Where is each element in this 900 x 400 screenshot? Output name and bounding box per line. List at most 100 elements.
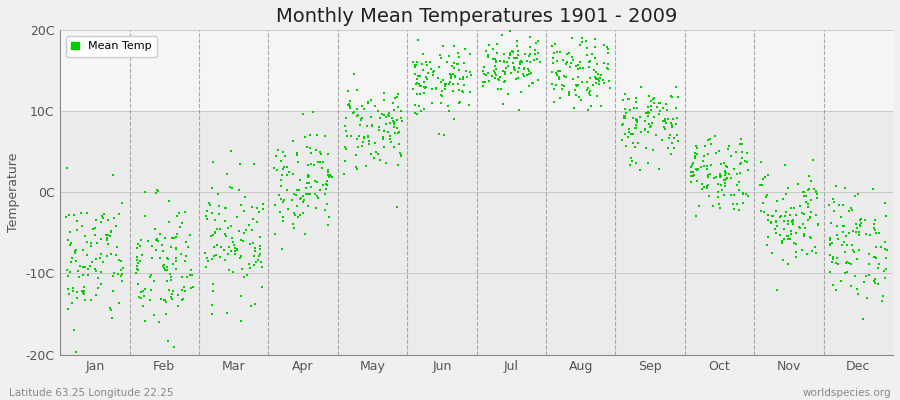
- Point: [766, 213, 780, 220]
- Point: [303, 184, 318, 190]
- Point: [464, 72, 478, 79]
- Point: [426, 69, 440, 75]
- Point: [576, 25, 590, 32]
- Point: [298, 134, 312, 140]
- Point: [356, 139, 371, 146]
- Point: [849, 228, 863, 235]
- Point: [600, 65, 615, 71]
- Point: [617, 113, 632, 119]
- Point: [313, 158, 328, 165]
- Point: [656, 124, 670, 130]
- Point: [447, 60, 462, 66]
- Point: [376, 134, 391, 140]
- Point: [669, 104, 683, 111]
- Title: Monthly Mean Temperatures 1901 - 2009: Monthly Mean Temperatures 1901 - 2009: [276, 7, 678, 26]
- Point: [551, 67, 565, 74]
- Point: [625, 157, 639, 164]
- Point: [415, 61, 429, 68]
- Point: [393, 115, 408, 122]
- Point: [148, 247, 163, 254]
- Point: [387, 95, 401, 101]
- Point: [562, 89, 576, 95]
- Point: [776, 195, 790, 202]
- Point: [823, 236, 837, 243]
- Point: [696, 158, 710, 164]
- Point: [835, 242, 850, 249]
- Point: [511, 106, 526, 113]
- Point: [464, 88, 478, 95]
- Point: [516, 71, 530, 78]
- Point: [350, 166, 365, 172]
- Point: [796, 220, 810, 227]
- Point: [494, 86, 508, 92]
- Point: [566, 56, 580, 63]
- Point: [518, 51, 532, 57]
- Point: [684, 173, 698, 180]
- Point: [488, 70, 502, 76]
- Point: [218, 257, 232, 264]
- Point: [246, 216, 260, 222]
- Point: [424, 66, 438, 72]
- Point: [138, 285, 152, 292]
- Point: [797, 231, 812, 237]
- Point: [410, 76, 425, 82]
- Point: [344, 133, 358, 139]
- Point: [556, 73, 571, 80]
- Point: [104, 228, 118, 235]
- Point: [144, 287, 158, 293]
- Point: [218, 205, 232, 211]
- Point: [112, 300, 127, 306]
- Point: [133, 243, 148, 250]
- Point: [94, 269, 108, 275]
- Point: [179, 253, 194, 260]
- Point: [741, 193, 755, 200]
- Point: [442, 108, 456, 114]
- Point: [718, 177, 733, 184]
- Point: [640, 110, 654, 116]
- Point: [321, 172, 336, 178]
- Point: [853, 222, 868, 228]
- Point: [106, 288, 121, 294]
- Point: [734, 160, 748, 167]
- Point: [497, 78, 511, 85]
- Point: [394, 152, 409, 158]
- Point: [775, 240, 789, 247]
- Point: [140, 237, 155, 244]
- Point: [104, 228, 118, 234]
- Point: [115, 278, 130, 284]
- Point: [456, 60, 471, 66]
- Point: [159, 278, 174, 284]
- Point: [712, 201, 726, 207]
- Point: [247, 240, 261, 246]
- Point: [722, 143, 736, 150]
- Point: [533, 59, 547, 66]
- Point: [350, 106, 365, 112]
- Point: [617, 106, 632, 112]
- Point: [792, 224, 806, 230]
- Point: [207, 244, 221, 250]
- Point: [498, 69, 512, 76]
- Point: [433, 52, 447, 58]
- Point: [61, 273, 76, 279]
- Point: [171, 292, 185, 298]
- Point: [67, 212, 81, 218]
- Point: [355, 143, 369, 150]
- Point: [342, 98, 356, 104]
- Point: [418, 74, 433, 80]
- Point: [392, 104, 406, 110]
- Point: [362, 138, 376, 144]
- Point: [661, 116, 675, 123]
- Point: [852, 229, 867, 235]
- Point: [530, 76, 544, 83]
- Point: [590, 61, 605, 68]
- Point: [831, 236, 845, 243]
- Point: [804, 197, 818, 204]
- Point: [514, 89, 528, 95]
- Point: [104, 307, 118, 314]
- Point: [584, 103, 598, 110]
- Point: [791, 180, 806, 187]
- Point: [508, 76, 523, 82]
- Point: [634, 129, 649, 135]
- Point: [805, 248, 819, 254]
- Point: [89, 217, 104, 223]
